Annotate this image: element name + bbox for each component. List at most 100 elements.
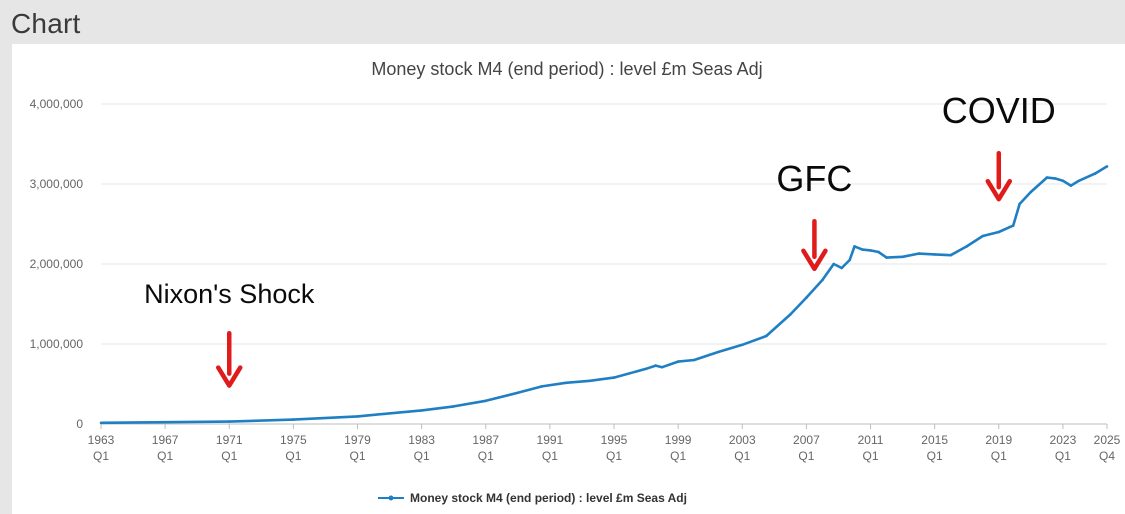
y-tick-label: 2,000,000 (30, 257, 84, 271)
data-point[interactable] (885, 256, 888, 259)
x-tick-year: 2019 (985, 433, 1012, 447)
x-tick-quarter: Q4 (1099, 449, 1115, 463)
data-point[interactable] (1093, 172, 1097, 175)
x-tick-quarter: Q1 (93, 449, 109, 463)
data-point[interactable] (660, 365, 664, 369)
x-tick-quarter: Q1 (863, 449, 879, 463)
data-point[interactable] (163, 420, 167, 424)
chart-svg: Money stock M4 (end period) : level £m S… (30, 59, 1121, 505)
y-tick-label: 3,000,000 (30, 177, 84, 191)
data-point[interactable] (1018, 202, 1021, 206)
x-tick-quarter: Q1 (542, 449, 558, 463)
data-point[interactable] (1045, 176, 1049, 179)
x-tick-quarter: Q1 (350, 449, 366, 463)
data-point[interactable] (832, 262, 835, 266)
chart-title: Money stock M4 (end period) : level £m S… (371, 59, 762, 79)
data-point[interactable] (227, 420, 231, 423)
x-tick-quarter: Q1 (927, 449, 943, 463)
data-point[interactable] (1029, 190, 1033, 194)
data-point[interactable] (877, 250, 880, 254)
x-tick-year: 2003 (729, 433, 756, 447)
data-point[interactable] (516, 391, 520, 395)
x-tick-year: 1971 (216, 433, 243, 447)
data-point[interactable] (861, 248, 864, 251)
legend-series-marker (388, 495, 394, 501)
data-point[interactable] (292, 418, 295, 421)
x-tick-year: 1991 (537, 433, 564, 447)
x-tick-year: 2007 (793, 433, 820, 447)
data-point[interactable] (965, 245, 969, 248)
data-point[interactable] (564, 381, 568, 385)
x-tick-year: 2023 (1050, 433, 1077, 447)
x-tick-year: 2011 (858, 433, 884, 447)
annotation: Nixon's Shock (144, 279, 315, 388)
data-point[interactable] (716, 350, 720, 354)
x-tick-quarter: Q1 (734, 449, 750, 463)
x-tick-year: 2015 (921, 433, 948, 447)
data-point[interactable] (949, 253, 952, 257)
y-axis-ticks: 0 1,000,000 2,000,000 3,000,000 4,000,000 (30, 97, 84, 431)
data-point[interactable] (789, 313, 792, 316)
y-tick-label: 1,000,000 (30, 337, 84, 351)
x-tick-quarter: Q1 (798, 449, 814, 463)
data-point[interactable] (1061, 179, 1065, 183)
data-point[interactable] (848, 258, 851, 262)
x-tick-year: 1995 (601, 433, 628, 447)
annotation-label: GFC (776, 158, 852, 199)
data-point[interactable] (933, 253, 936, 256)
data-point[interactable] (1069, 184, 1073, 187)
x-tick-quarter: Q1 (221, 449, 237, 463)
data-point[interactable] (740, 343, 744, 347)
x-tick-quarter: Q1 (478, 449, 494, 463)
data-point[interactable] (356, 415, 359, 418)
x-tick-quarter: Q1 (414, 449, 430, 463)
data-point[interactable] (644, 367, 648, 371)
annotation-arrow-head (216, 365, 243, 388)
data-point[interactable] (484, 399, 488, 403)
data-point[interactable] (997, 230, 1001, 234)
data-point[interactable] (1105, 165, 1109, 168)
data-point[interactable] (692, 358, 696, 362)
data-point[interactable] (452, 405, 456, 408)
x-tick-year: 1967 (152, 433, 179, 447)
data-point[interactable] (588, 379, 592, 383)
x-tick-quarter: Q1 (991, 449, 1007, 463)
series-layer (99, 165, 1109, 425)
annotation-arrow-head (985, 178, 1013, 202)
data-point[interactable] (612, 376, 616, 379)
data-point[interactable] (981, 234, 985, 238)
data-point[interactable] (1053, 177, 1057, 180)
data-point[interactable] (821, 278, 824, 282)
annotation-layer: Nixon's Shock GFC COVID (144, 90, 1056, 388)
data-point[interactable] (540, 385, 544, 388)
data-point[interactable] (805, 296, 808, 299)
data-point[interactable] (869, 249, 872, 252)
x-tick-year: 1987 (472, 433, 499, 447)
data-point[interactable] (901, 255, 904, 259)
header-title: Chart (11, 8, 81, 39)
data-point[interactable] (765, 334, 768, 338)
data-point[interactable] (1011, 224, 1015, 227)
x-tick-year: 1979 (344, 433, 371, 447)
annotation: COVID (942, 90, 1056, 202)
x-tick-year: 1975 (280, 433, 307, 447)
x-tick-year: 1983 (408, 433, 435, 447)
chart-panel: Money stock M4 (end period) : level £m S… (12, 44, 1125, 514)
data-point[interactable] (99, 421, 103, 425)
annotation-label: COVID (942, 90, 1056, 131)
data-point[interactable] (1077, 179, 1081, 183)
data-point[interactable] (853, 245, 856, 248)
data-point[interactable] (917, 252, 920, 255)
x-tick-quarter: Q1 (670, 449, 686, 463)
data-point[interactable] (840, 266, 843, 270)
data-point[interactable] (654, 364, 658, 367)
legend[interactable]: Money stock M4 (end period) : level £m S… (378, 491, 687, 505)
x-tick-year: 1963 (88, 433, 115, 447)
annotation: GFC (776, 158, 852, 272)
chart-header: Chart (0, 0, 1125, 44)
x-tick-year: 1999 (665, 433, 692, 447)
x-axis-ticks: 1963 Q1 1967 Q1 1971 Q1 1975 Q1 1979 Q1 1983 Q1 1987… (88, 424, 1121, 463)
data-point[interactable] (676, 360, 680, 363)
x-tick-quarter: Q1 (285, 449, 301, 463)
data-point[interactable] (420, 409, 423, 412)
